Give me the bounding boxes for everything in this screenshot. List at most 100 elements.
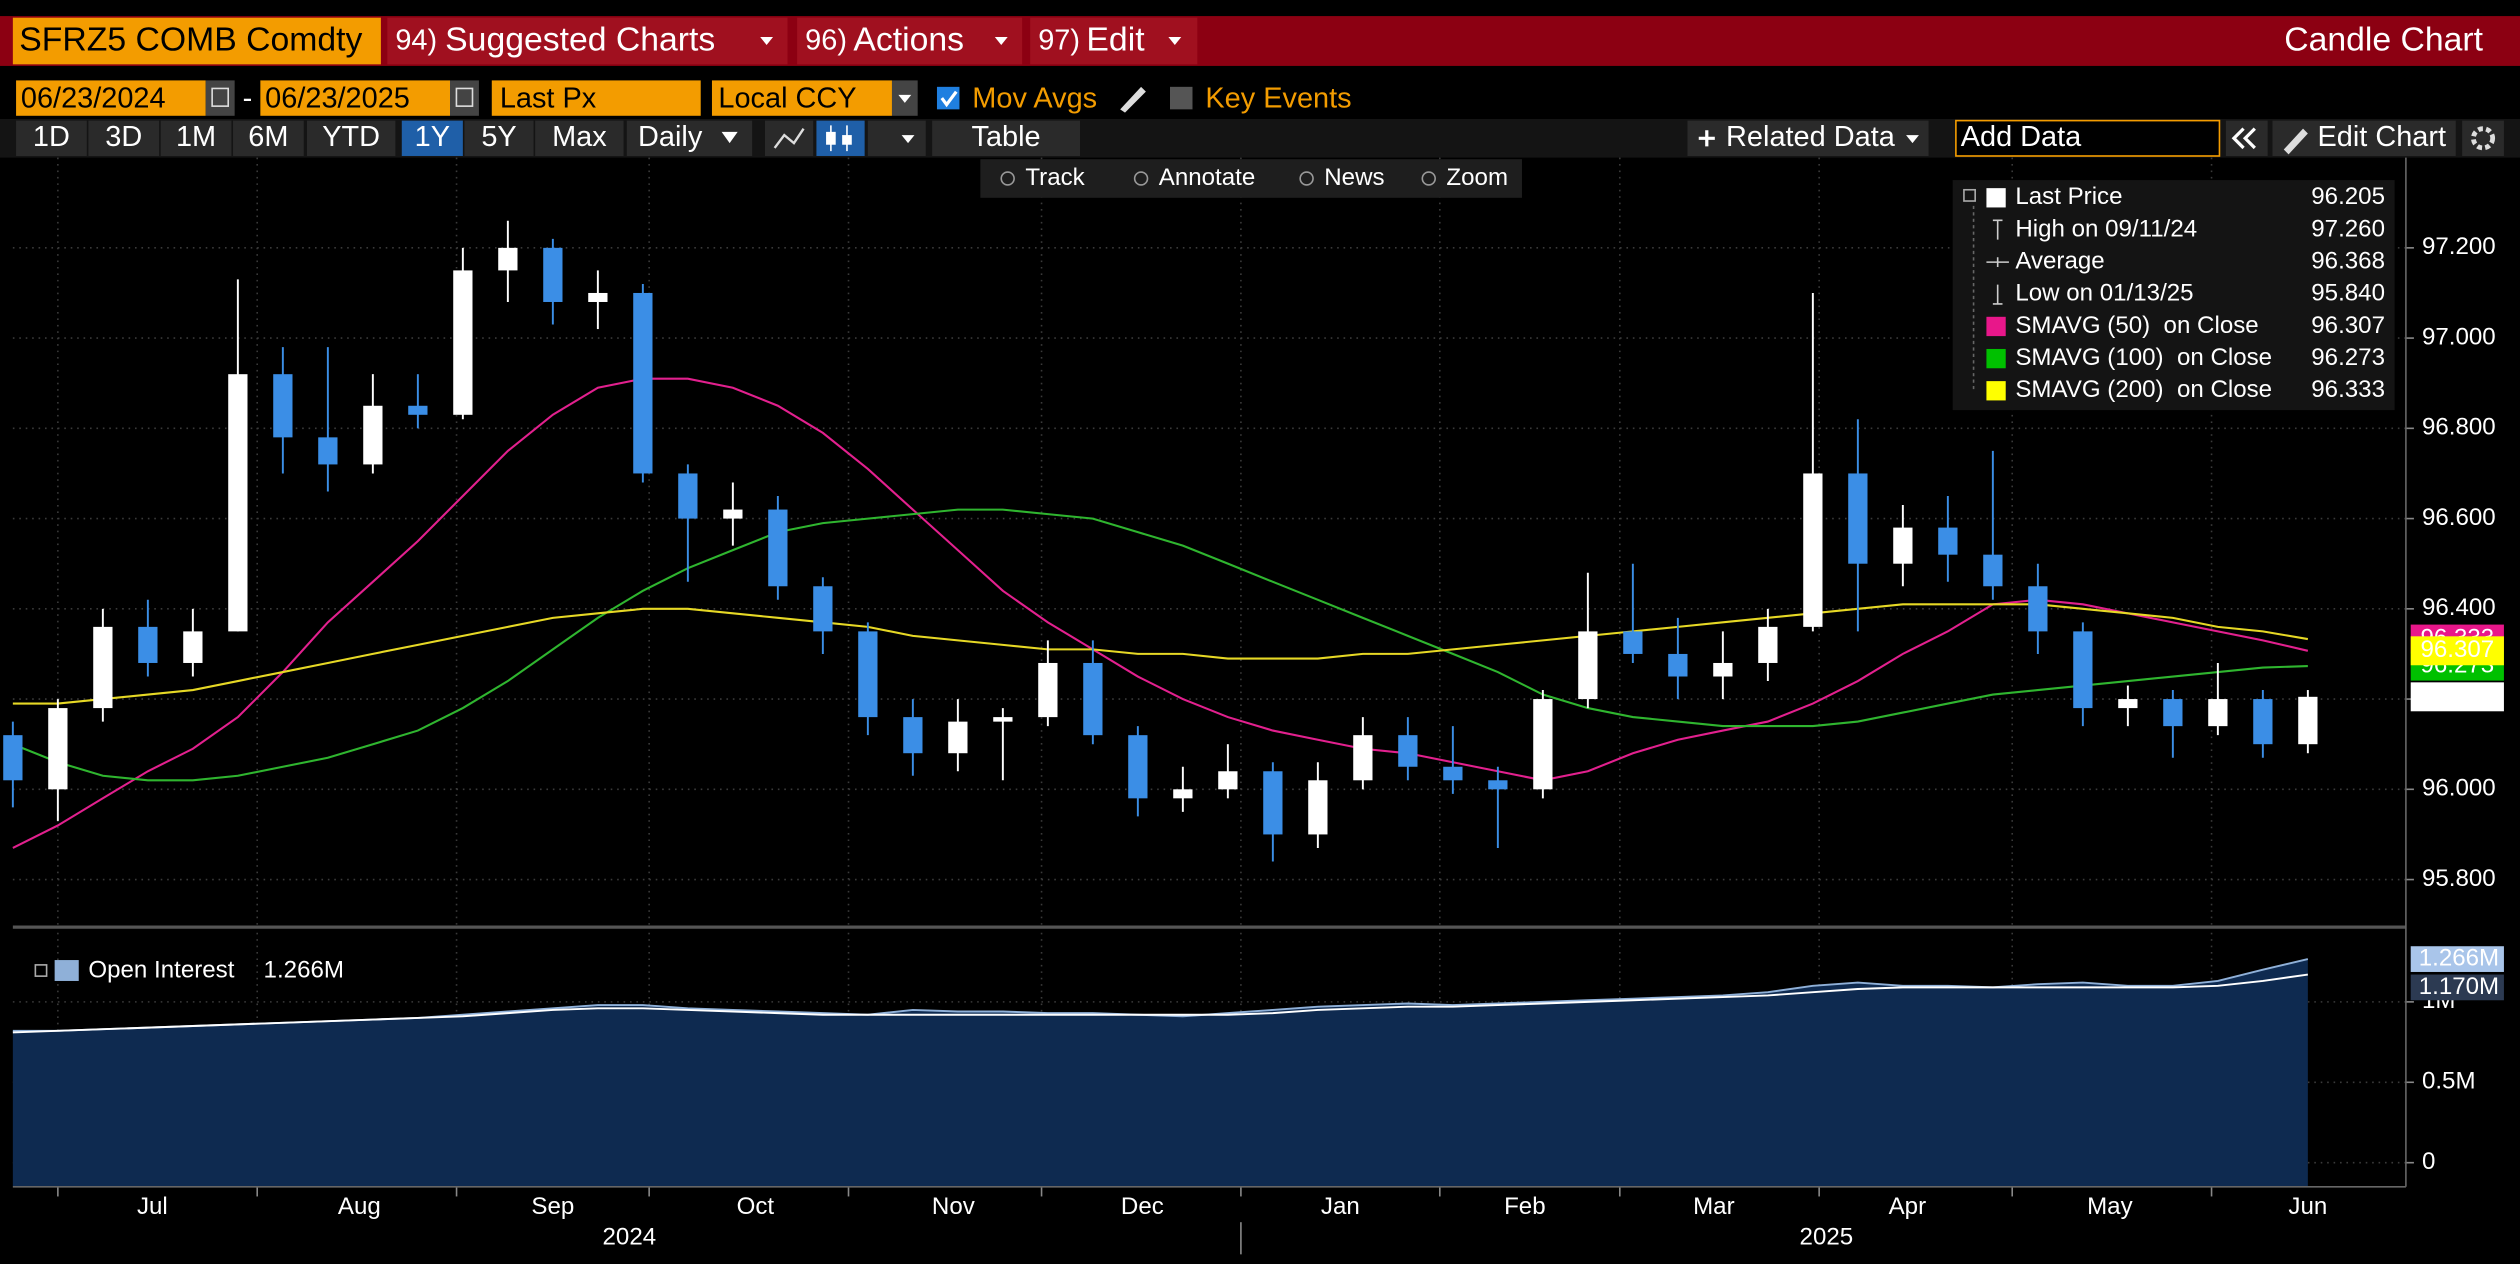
table-button[interactable] xyxy=(932,120,1080,156)
price-tag xyxy=(2410,636,2504,666)
candle-body xyxy=(3,735,23,781)
x-tick-label: Sep xyxy=(531,1193,574,1220)
candle-type-button[interactable] xyxy=(816,120,865,156)
settings-button[interactable] xyxy=(2462,120,2504,156)
candle-body xyxy=(1533,699,1553,790)
frequency: Daily xyxy=(638,121,703,153)
range-label: 3D xyxy=(105,121,142,153)
menu[interactable] xyxy=(797,17,1023,65)
key-events-checkbox[interactable] xyxy=(1170,86,1193,110)
menu[interactable] xyxy=(387,17,788,65)
candle-body xyxy=(1893,527,1913,564)
dropdown-arrow xyxy=(1906,135,1919,144)
candle-body xyxy=(1263,771,1283,835)
legend-value: 96.307 xyxy=(2311,312,2385,339)
legend-swatch xyxy=(1986,188,2006,208)
legend-value: 96.368 xyxy=(2311,247,2385,274)
range-button[interactable] xyxy=(401,120,463,156)
calendar-icon xyxy=(455,87,474,107)
y-tick-label: 96.000 xyxy=(2422,775,2496,802)
price-chart: 95.80096.00096.20096.40096.60096.80097.0… xyxy=(3,157,2504,1255)
range-button[interactable] xyxy=(88,120,160,156)
pencil-icon[interactable] xyxy=(1120,86,1146,113)
y-tick-label: 0.5M xyxy=(2422,1068,2476,1095)
candle-body xyxy=(1578,631,1598,700)
price-tag xyxy=(2410,682,2504,712)
moving-average xyxy=(12,377,2309,849)
date-box[interactable] xyxy=(16,80,206,116)
calendar-button[interactable] xyxy=(205,80,235,116)
tool-label[interactable]: Annotate xyxy=(1159,164,1256,191)
candle-body xyxy=(1983,554,2003,587)
candle-body xyxy=(1308,780,1328,835)
candle-body xyxy=(1083,662,1103,736)
candle-body xyxy=(1443,766,1463,781)
legend: Last Price 96.205 High on 09/11/24 97.260 Av… xyxy=(1986,183,2385,403)
y-tick-label: 96.400 xyxy=(2422,594,2496,621)
candle-body xyxy=(1038,662,1058,718)
tool-label[interactable]: News xyxy=(1324,164,1384,191)
legend-toggle[interactable] xyxy=(1963,188,1976,202)
x-tick-label: Nov xyxy=(932,1193,975,1220)
candle-body xyxy=(813,586,833,632)
candle-body xyxy=(768,509,788,587)
candle-body xyxy=(273,374,293,438)
legend-label: High on 09/11/24 xyxy=(2015,215,2197,242)
add-data: Add Data xyxy=(1961,121,2082,153)
mov-avgs-checkbox[interactable] xyxy=(936,86,960,110)
tool-label[interactable]: Zoom xyxy=(1446,164,1508,191)
x-tick-label: Feb xyxy=(1504,1193,1546,1220)
x-tick-label: Oct xyxy=(737,1193,775,1220)
range-button[interactable] xyxy=(464,120,534,156)
range-label: 1D xyxy=(33,121,70,153)
range-button[interactable] xyxy=(306,120,396,156)
candle-body xyxy=(1668,653,1688,677)
legend-label: SMAVG (50) on Close xyxy=(2015,312,2258,339)
end-date: 06/23/2025 xyxy=(265,82,410,114)
legend-label: Low on 01/13/25 xyxy=(2015,280,2193,307)
range-button[interactable] xyxy=(535,120,624,156)
menu-label: Edit xyxy=(1086,21,1145,59)
candle-body xyxy=(183,631,203,663)
candle-icon xyxy=(826,131,836,145)
moving-average xyxy=(12,603,2309,705)
candle-body xyxy=(408,405,428,415)
date-separator: - xyxy=(243,82,253,114)
area-fill xyxy=(12,959,2308,1187)
gear-icon xyxy=(2470,126,2496,151)
field-box[interactable] xyxy=(491,80,701,116)
candle-body xyxy=(1848,473,1868,564)
related-data-button[interactable] xyxy=(1687,120,1929,156)
range-button[interactable] xyxy=(160,120,232,156)
ticker-box[interactable] xyxy=(12,17,381,65)
candle-body xyxy=(948,721,968,754)
legend-value: 96.205 xyxy=(2311,183,2385,210)
candle-body xyxy=(228,374,248,632)
currency-box[interactable] xyxy=(711,80,892,116)
range-label: 6M xyxy=(248,121,288,153)
dropdown-arrow xyxy=(760,36,774,46)
table: Table xyxy=(972,121,1041,153)
tool-icon[interactable] xyxy=(1000,171,1015,186)
menu[interactable] xyxy=(1030,17,1198,65)
value-tag-label: 1.266M xyxy=(2419,944,2499,971)
candle-body xyxy=(1938,527,1958,555)
tool-icon[interactable] xyxy=(1133,171,1149,186)
tool-icon[interactable] xyxy=(1421,171,1436,186)
y-tick-label: 96.800 xyxy=(2422,414,2496,441)
tool-icon[interactable] xyxy=(1299,171,1314,186)
add-data-input[interactable] xyxy=(1955,119,2221,157)
calendar-button[interactable] xyxy=(450,80,479,116)
y-tick-label: 95.800 xyxy=(2422,865,2496,892)
x-tick-label: May xyxy=(2087,1193,2133,1220)
value-tag-label: 1.170M xyxy=(2419,973,2499,1000)
candle-icon xyxy=(842,135,852,145)
type-dropdown[interactable] xyxy=(867,120,926,156)
calendar-icon xyxy=(211,87,230,107)
date-box[interactable] xyxy=(260,80,450,116)
legend-toggle[interactable] xyxy=(34,964,48,977)
range-button[interactable] xyxy=(16,120,87,156)
tool-label[interactable]: Track xyxy=(1025,164,1085,191)
candle-body xyxy=(93,626,113,709)
range-button[interactable] xyxy=(233,120,304,156)
